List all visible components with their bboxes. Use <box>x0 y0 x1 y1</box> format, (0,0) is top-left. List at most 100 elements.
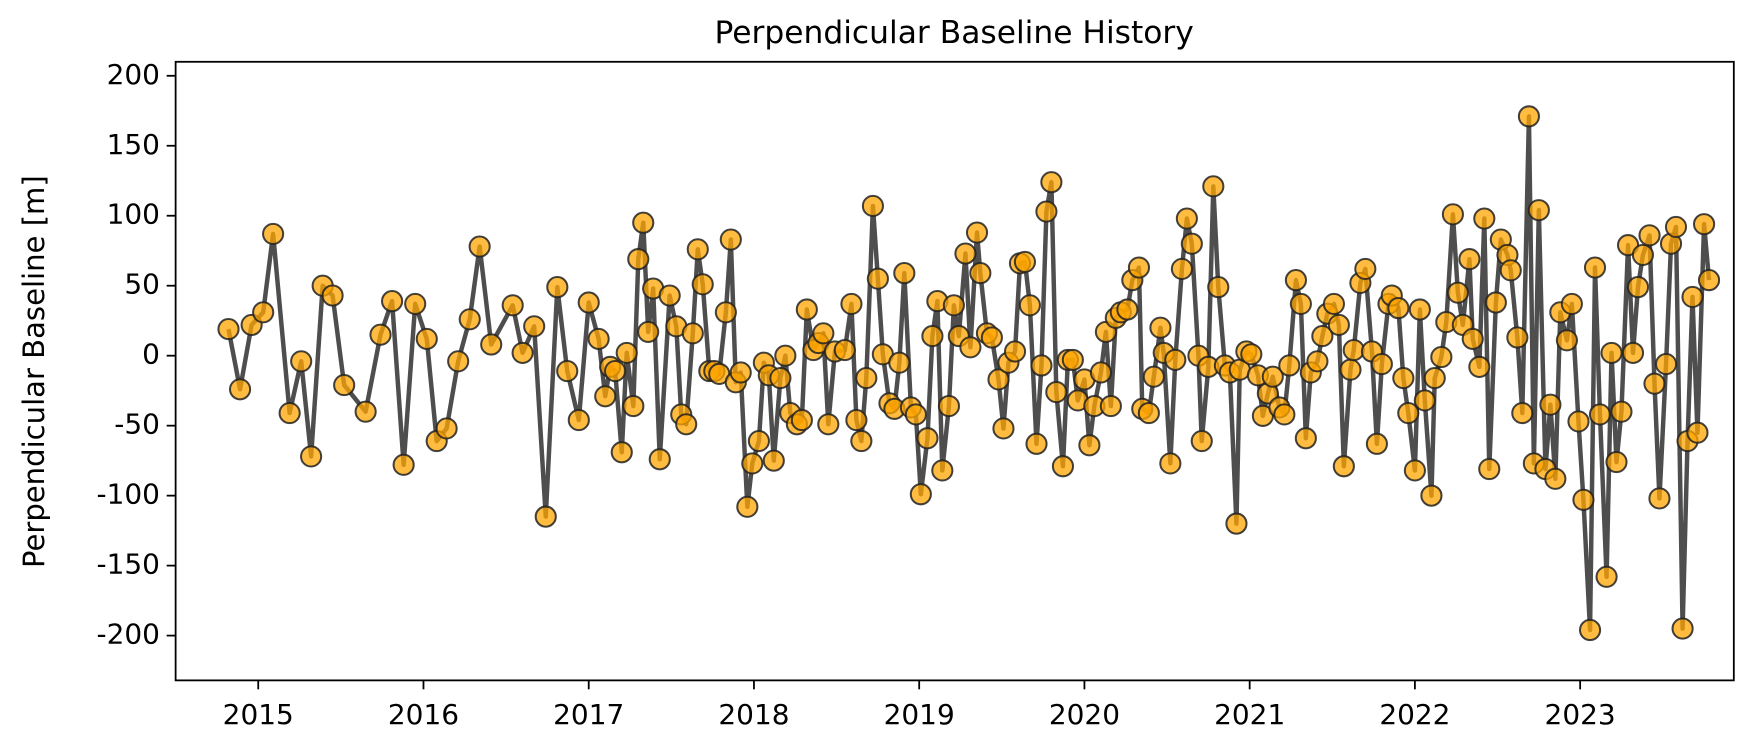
data-point <box>1035 200 1058 223</box>
data-point <box>1408 298 1431 321</box>
data-point <box>228 378 252 401</box>
y-tick-label: -100 <box>97 478 160 511</box>
data-point <box>1643 372 1666 395</box>
data-point <box>1478 457 1501 481</box>
data-point <box>1018 294 1041 317</box>
data-point <box>217 318 240 341</box>
data-point <box>714 301 737 324</box>
data-point <box>1423 367 1446 390</box>
x-tick-label: 2021 <box>1214 698 1285 731</box>
data-point <box>1142 365 1165 388</box>
data-point <box>300 445 323 468</box>
data-point <box>1600 341 1623 364</box>
data-point <box>1116 298 1139 321</box>
data-point <box>321 284 344 307</box>
data-point <box>987 368 1010 391</box>
data-point <box>1278 354 1301 377</box>
data-point <box>1392 367 1415 390</box>
data-point <box>501 294 524 317</box>
data-point <box>1207 276 1230 299</box>
data-point <box>1681 285 1704 308</box>
data-point <box>795 298 818 321</box>
data-point <box>622 394 645 418</box>
data-point <box>1441 203 1464 226</box>
data-point <box>969 262 992 285</box>
data-point <box>1539 393 1562 416</box>
x-tick-label: 2015 <box>223 698 294 731</box>
data-point <box>909 483 932 506</box>
data-point <box>648 448 671 471</box>
data-point <box>1403 459 1426 482</box>
x-tick-label: 2017 <box>553 698 624 731</box>
data-point <box>937 394 961 418</box>
data-point <box>1051 455 1075 478</box>
data-point <box>447 350 470 373</box>
data-point <box>1527 199 1550 222</box>
data-point <box>1654 353 1678 376</box>
data-point <box>1499 259 1522 282</box>
data-point <box>893 262 916 285</box>
data-point <box>959 336 982 359</box>
data-point <box>1638 224 1661 247</box>
data-point <box>921 325 944 348</box>
data-point <box>1003 340 1027 363</box>
data-point <box>1626 276 1650 299</box>
data-point <box>1555 329 1578 352</box>
data-point <box>1648 487 1671 510</box>
data-point <box>1468 355 1491 378</box>
data-point <box>1306 350 1329 373</box>
data-point <box>942 294 965 317</box>
data-point <box>637 320 660 343</box>
data-point <box>1273 403 1296 426</box>
data-point <box>1458 248 1481 271</box>
data-point <box>1099 394 1122 418</box>
data-point <box>1089 361 1113 384</box>
x-tick-label: 2016 <box>388 698 459 731</box>
data-point <box>1560 292 1583 315</box>
data-point <box>404 292 427 315</box>
data-point <box>1339 358 1362 381</box>
data-point <box>1664 215 1688 239</box>
data-point <box>1506 326 1529 349</box>
data-point <box>1289 292 1312 315</box>
data-point <box>747 429 770 453</box>
x-tick-label: 2018 <box>718 698 789 731</box>
data-point <box>1170 257 1193 280</box>
data-point <box>931 459 954 482</box>
data-point <box>845 408 868 432</box>
data-point <box>333 374 356 397</box>
data-point <box>1175 207 1198 230</box>
data-point <box>691 273 714 296</box>
data-point <box>1578 618 1602 642</box>
data-point <box>1013 250 1037 273</box>
data-point <box>675 413 698 436</box>
data-point <box>1697 269 1721 292</box>
data-point <box>1190 429 1213 453</box>
data-point <box>587 327 610 350</box>
data-point <box>1631 243 1655 267</box>
chart-title: Perpendicular Baseline History <box>714 15 1193 51</box>
data-point <box>1686 421 1709 444</box>
y-axis-label: Perpendicular Baseline [m] <box>17 175 51 568</box>
data-point <box>1354 257 1377 280</box>
data-point <box>556 360 579 383</box>
data-point <box>1332 455 1355 478</box>
plot-frame <box>174 60 1735 682</box>
x-tick-label: 2023 <box>1545 698 1616 731</box>
data-point <box>965 221 989 244</box>
data-point <box>415 327 438 350</box>
data-point <box>1327 313 1350 336</box>
data-point <box>1294 427 1317 450</box>
data-point <box>262 222 285 246</box>
data-point <box>729 361 752 384</box>
data-point <box>1045 381 1068 404</box>
data-point <box>1284 269 1308 292</box>
data-point <box>1511 401 1534 425</box>
data-point <box>861 194 884 218</box>
data-point <box>632 211 655 234</box>
data-point <box>769 367 792 390</box>
data-point <box>980 326 1003 349</box>
y-tick-label: -50 <box>114 408 160 441</box>
data-point <box>1164 348 1187 371</box>
